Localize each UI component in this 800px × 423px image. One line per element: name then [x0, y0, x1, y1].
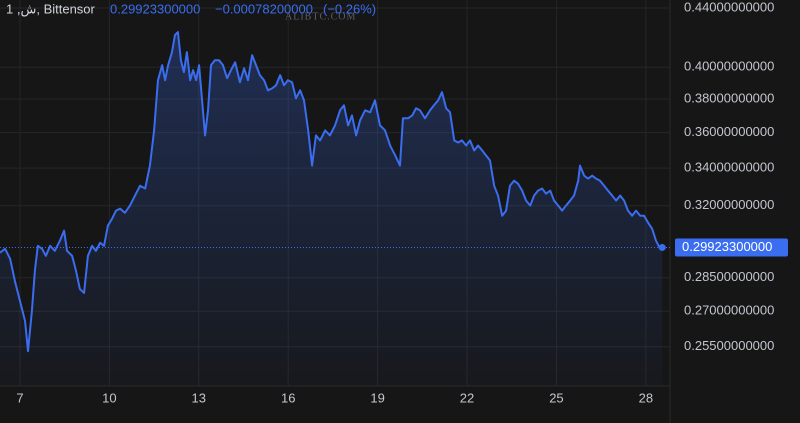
y-tick-label: 0.36000000000	[684, 124, 774, 139]
last-value-badge	[675, 238, 788, 257]
x-tick-label: 25	[549, 390, 563, 405]
x-tick-label: 7	[16, 390, 23, 405]
y-tick-label: 0.34000000000	[684, 160, 774, 175]
x-tick-label: 10	[102, 390, 116, 405]
header-change-percent: (−0.26%)	[323, 1, 376, 16]
last-point	[658, 243, 666, 251]
header-change: −0.00078200000	[215, 1, 313, 16]
chart-title: 1 ,ﺵ, Bittensor	[6, 1, 96, 17]
area	[0, 32, 663, 386]
y-tick-label: 0.28500000000	[684, 269, 774, 284]
price-line	[0, 31, 663, 353]
last-value-label: 0.29923300000	[682, 239, 772, 254]
header-price: 0.29923300000	[110, 1, 200, 16]
watermark: ALIBTC.COM	[285, 11, 356, 22]
y-tick-label: 0.27000000000	[684, 303, 774, 318]
y-tick-label: 0.25500000000	[684, 338, 774, 353]
axes: 0.44000000000 0.40000000000 0.38000000000 0…	[16, 0, 788, 405]
plot	[0, 31, 670, 386]
y-tick-label: 0.40000000000	[684, 59, 774, 74]
y-tick-label: 0.38000000000	[684, 90, 774, 105]
x-tick-label: 28	[639, 390, 653, 405]
y-tick-label: 0.44000000000	[684, 0, 774, 14]
x-tick-label: 19	[370, 390, 384, 405]
x-tick-label: 13	[192, 390, 206, 405]
y-tick-label: 0.32000000000	[684, 197, 774, 212]
x-tick-label: 16	[281, 390, 295, 405]
x-tick-label: 22	[460, 390, 474, 405]
